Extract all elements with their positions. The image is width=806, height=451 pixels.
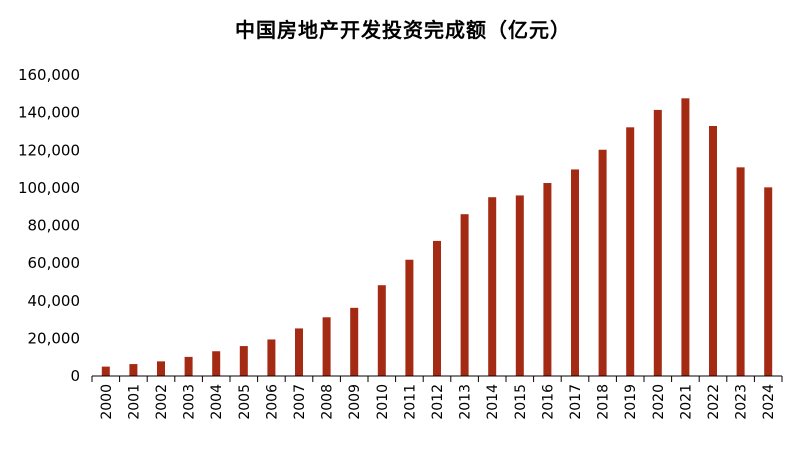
y-tick-label: 100,000 <box>18 179 80 197</box>
y-tick-label: 40,000 <box>28 292 81 310</box>
bar-2003 <box>184 356 193 376</box>
bar-2005 <box>239 346 248 376</box>
bar-2013 <box>460 214 469 376</box>
bar-2010 <box>377 285 386 376</box>
bar-2023 <box>736 167 745 376</box>
x-tick-label: 2004 <box>209 384 225 420</box>
x-tick-label: 2012 <box>430 384 446 420</box>
x-tick-label: 2020 <box>651 384 667 420</box>
x-axis: 2000 2001 2002 2003 2004 2005 2006 2007 2008 2009… <box>91 375 783 420</box>
bar-2004 <box>212 351 221 376</box>
x-tick-label: 2017 <box>568 384 584 420</box>
bar-2021 <box>681 98 690 377</box>
bar-2009 <box>350 307 359 376</box>
bar-2020 <box>653 109 662 377</box>
y-tick-label: 160,000 <box>18 66 80 84</box>
x-tick-label: 2006 <box>264 384 280 420</box>
bar-2008 <box>322 317 331 376</box>
bar-2014 <box>488 197 497 376</box>
bar-2022 <box>709 125 717 377</box>
x-tick-label: 2007 <box>292 384 308 420</box>
bar-2015 <box>515 195 524 376</box>
x-tick-label: 2010 <box>375 384 391 420</box>
x-tick-label: 2001 <box>126 384 142 420</box>
y-axis: 0 20,000 40,000 60,000 80,000 100,000 120,000 1… <box>18 66 80 385</box>
x-tick-label: 2014 <box>485 384 501 420</box>
bar-2001 <box>129 364 138 376</box>
x-tick-label: 2022 <box>706 384 722 420</box>
bar-2017 <box>571 169 579 376</box>
x-tick-label: 2003 <box>182 384 198 420</box>
y-tick-label: 60,000 <box>28 254 81 272</box>
chart-title: 中国房地产开发投资完成额（亿元） <box>235 18 571 42</box>
bar-2000 <box>101 366 110 376</box>
y-tick-label: 120,000 <box>18 141 80 159</box>
bar-2012 <box>433 240 441 376</box>
x-tick-label: 2024 <box>761 384 777 420</box>
y-tick-label: 20,000 <box>28 329 81 347</box>
x-tick-label: 2009 <box>347 384 363 420</box>
x-tick-label: 2018 <box>596 384 612 420</box>
bar-2016 <box>543 183 552 376</box>
x-tick-label: 2000 <box>99 384 115 420</box>
bars-group <box>101 98 773 377</box>
x-tick-label: 2015 <box>513 384 529 420</box>
bar-2011 <box>405 259 414 376</box>
bar-2007 <box>295 328 303 376</box>
x-tick-label: 2008 <box>320 384 336 420</box>
bar-2019 <box>626 127 635 377</box>
x-tick-label: 2005 <box>237 384 253 420</box>
x-tick-label: 2011 <box>402 384 418 420</box>
bar-2018 <box>598 149 607 376</box>
y-tick-label: 140,000 <box>18 104 80 122</box>
y-tick-label: 0 <box>70 367 80 385</box>
x-tick-label: 2016 <box>540 384 556 420</box>
x-tick-label: 2019 <box>623 384 639 420</box>
x-tick-label: 2021 <box>678 384 694 420</box>
bar-2002 <box>157 361 165 376</box>
bar-2024 <box>764 187 773 376</box>
bar-2006 <box>267 339 276 376</box>
y-tick-label: 80,000 <box>28 217 81 235</box>
x-tick-label: 2023 <box>734 384 750 420</box>
x-tick-label: 2002 <box>154 384 170 420</box>
x-tick-label: 2013 <box>458 384 474 420</box>
